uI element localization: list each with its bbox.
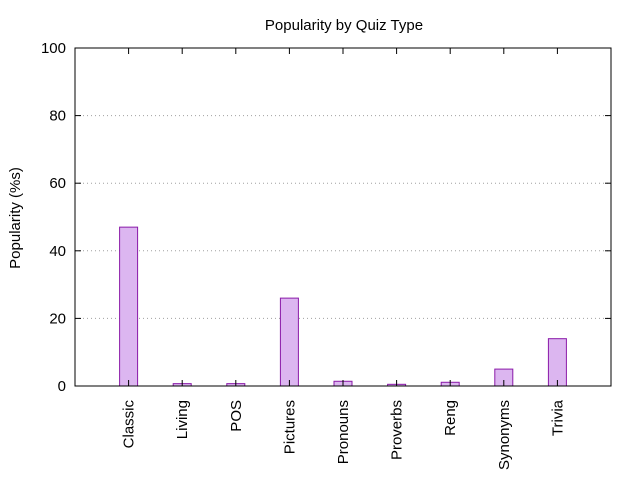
axes [74, 47, 612, 387]
x-tick-label: Living [174, 400, 191, 439]
y-tick-label: 40 [49, 243, 66, 260]
y-tick-label: 0 [58, 378, 66, 395]
y-tick-label: 20 [49, 310, 66, 327]
x-tick-label: Classic [121, 400, 138, 449]
y-tick-label: 80 [49, 108, 66, 125]
x-tick-label: Reng [442, 400, 459, 436]
y-tick-label: 100 [41, 40, 66, 57]
x-tick-labels: Classic Living POS Pictures Pronouns Proverbs… [121, 399, 567, 470]
y-tick-labels: 0 20 40 60 80 100 [41, 40, 66, 395]
x-tick-label: Pictures [281, 400, 298, 454]
plot-frame [74, 47, 612, 387]
bar-trivia [547, 338, 567, 387]
x-tick-label: Pronouns [335, 400, 352, 464]
x-tick-label: Proverbs [389, 400, 406, 460]
chart-title: Popularity by Quiz Type [265, 17, 423, 34]
gridlines [75, 115, 611, 319]
y-axis-label: Popularity (%s) [7, 167, 24, 269]
bar-pictures [279, 297, 299, 387]
x-tick-label: POS [228, 400, 245, 432]
y-tick-label: 60 [49, 175, 66, 192]
bar-classic [119, 226, 139, 387]
x-tick-label: Synonyms [496, 400, 513, 470]
x-tick-label: Trivia [549, 399, 566, 436]
